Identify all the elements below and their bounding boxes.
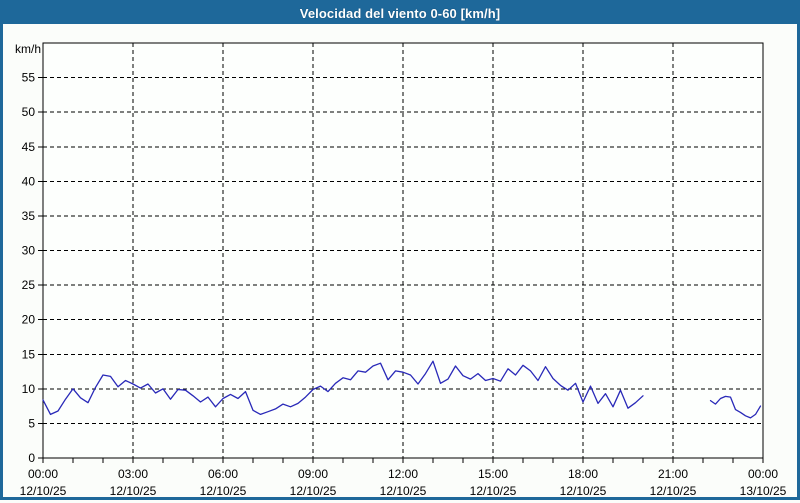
axis-ticks bbox=[38, 77, 764, 463]
x-tick-date-label: 12/10/25 bbox=[650, 484, 697, 498]
y-tick-label: 35 bbox=[22, 209, 36, 223]
y-axis-unit-label: km/h bbox=[15, 42, 41, 56]
y-tick-label: 10 bbox=[22, 382, 36, 396]
wind-speed-chart: 0510152025303540455055km/h00:0012/10/250… bbox=[15, 42, 787, 498]
y-tick-label: 50 bbox=[22, 105, 36, 119]
y-tick-labels: 0 5 10 15 20 25 30 35 40 45 50 55 bbox=[22, 71, 36, 465]
y-tick-label: 25 bbox=[22, 278, 36, 292]
x-tick-date-label: 13/10/25 bbox=[740, 484, 787, 498]
x-tick-date-label: 12/10/25 bbox=[110, 484, 157, 498]
y-tick-label: 15 bbox=[22, 347, 36, 361]
y-tick-label: 40 bbox=[22, 174, 36, 188]
series-wind-speed-kmh bbox=[42, 360, 762, 419]
y-tick-label: 30 bbox=[22, 244, 36, 258]
x-tick-date-label: 12/10/25 bbox=[560, 484, 607, 498]
plot-border bbox=[42, 42, 764, 459]
y-tick-label: 45 bbox=[22, 140, 36, 154]
chart-title: Velocidad del viento 0-60 [km/h] bbox=[299, 6, 501, 21]
x-tick-labels: 00:00 12/10/25 03:00 12/10/25 06:00 12/10/25 0… bbox=[20, 467, 787, 498]
x-tick-date-label: 12/10/25 bbox=[200, 484, 247, 498]
x-tick-date-label: 12/10/25 bbox=[290, 484, 337, 498]
y-tick-label: 20 bbox=[22, 313, 36, 327]
x-tick-time-label: 03:00 bbox=[118, 467, 148, 481]
x-tick-time-label: 18:00 bbox=[568, 467, 598, 481]
x-tick-time-label: 21:00 bbox=[658, 467, 688, 481]
x-tick-time-label: 00:00 bbox=[28, 467, 58, 481]
x-tick-date-label: 12/10/25 bbox=[380, 484, 427, 498]
x-tick-date-label: 12/10/25 bbox=[470, 484, 517, 498]
y-tick-label: 55 bbox=[22, 71, 36, 85]
x-tick-time-label: 09:00 bbox=[298, 467, 328, 481]
chart-area: 0 5 10 15 20 25 30 35 40 45 50 55 km/h 00:00 12/10/25 0… bbox=[3, 3, 800, 503]
x-tick-time-label: 15:00 bbox=[478, 467, 508, 481]
wind-speed-line-segment bbox=[709, 395, 762, 419]
window-titlebar: Velocidad del viento 0-60 [km/h] bbox=[3, 3, 797, 24]
wind-speed-line-segment bbox=[42, 360, 644, 416]
y-tick-label: 5 bbox=[28, 416, 35, 430]
x-tick-time-label: 12:00 bbox=[388, 467, 418, 481]
y-tick-label: 0 bbox=[28, 451, 35, 465]
x-tick-date-label: 12/10/25 bbox=[20, 484, 67, 498]
x-tick-time-label: 00:00 bbox=[748, 467, 778, 481]
x-tick-time-label: 06:00 bbox=[208, 467, 238, 481]
